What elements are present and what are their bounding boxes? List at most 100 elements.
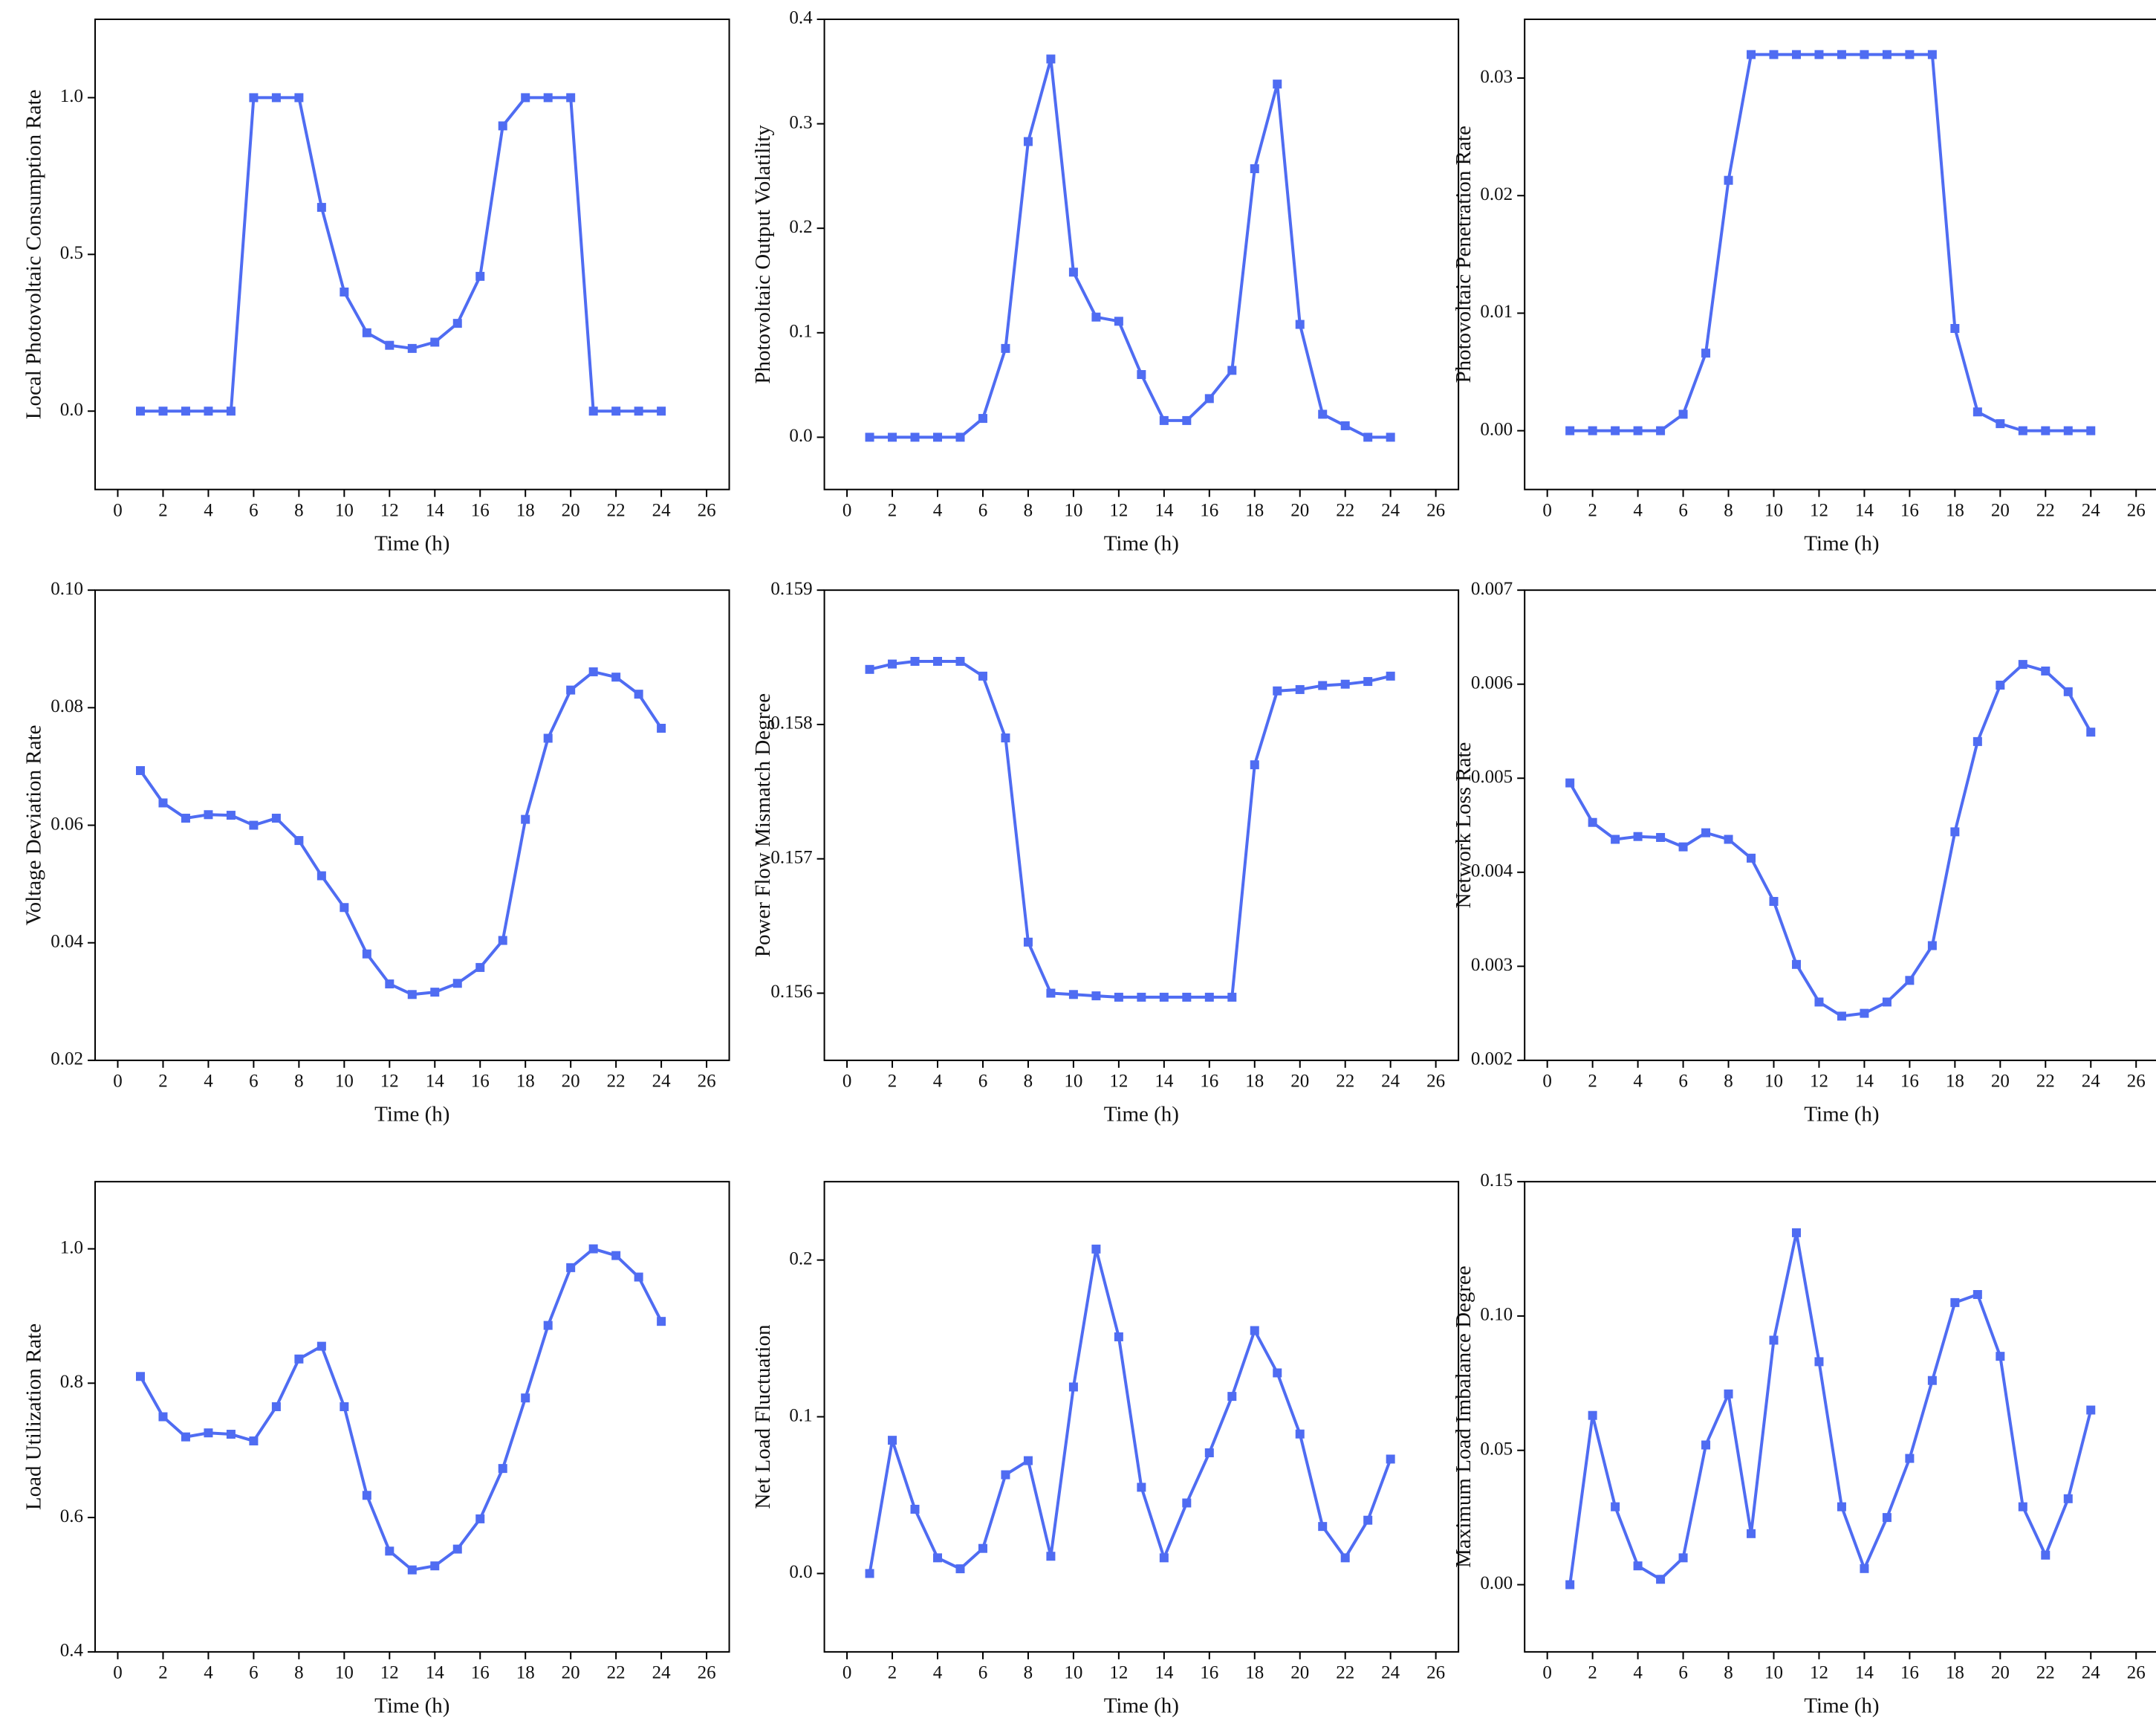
y-tick-label: 0.0 bbox=[789, 426, 812, 446]
data-marker bbox=[1295, 1429, 1305, 1439]
x-tick-label: 22 bbox=[607, 1663, 626, 1683]
data-marker bbox=[158, 798, 168, 808]
y-tick-label: 0.0 bbox=[789, 1562, 812, 1582]
data-marker bbox=[1905, 50, 1915, 59]
data-marker bbox=[498, 1464, 507, 1474]
y-tick-label: 0.158 bbox=[770, 713, 812, 733]
data-marker bbox=[1046, 988, 1056, 998]
y-tick-label: 0.04 bbox=[51, 931, 83, 951]
x-tick-label: 10 bbox=[335, 1072, 354, 1092]
data-marker bbox=[543, 733, 553, 743]
data-marker bbox=[543, 93, 553, 103]
x-tick-label: 8 bbox=[294, 1663, 304, 1683]
data-marker bbox=[1724, 835, 1733, 844]
x-tick-label: 6 bbox=[978, 1663, 988, 1683]
data-marker bbox=[1882, 1513, 1892, 1523]
x-tick-label: 0 bbox=[1542, 1072, 1552, 1092]
x-tick-label: 8 bbox=[1724, 1663, 1733, 1683]
data-marker bbox=[1860, 1564, 1869, 1573]
x-tick-label: 14 bbox=[426, 1072, 445, 1092]
data-marker bbox=[566, 685, 576, 695]
x-tick-label: 0 bbox=[842, 1663, 852, 1683]
data-marker bbox=[1318, 681, 1328, 690]
y-tick-label: 0.10 bbox=[1480, 1305, 1513, 1325]
data-marker bbox=[1656, 832, 1666, 842]
y-tick-label: 0.0 bbox=[60, 400, 83, 420]
data-marker bbox=[1114, 992, 1123, 1002]
data-marker bbox=[1769, 50, 1779, 59]
x-tick-label: 0 bbox=[113, 500, 123, 520]
data-marker bbox=[1091, 312, 1101, 322]
data-marker bbox=[1927, 50, 1937, 59]
y-tick-label: 1.0 bbox=[60, 1237, 83, 1257]
x-tick-label: 0 bbox=[842, 500, 852, 520]
data-marker bbox=[407, 1565, 417, 1575]
data-marker bbox=[888, 1436, 897, 1445]
data-marker bbox=[1386, 432, 1395, 442]
x-tick-label: 20 bbox=[562, 1072, 580, 1092]
data-line bbox=[140, 96, 662, 413]
x-tick-label: 2 bbox=[158, 1663, 168, 1683]
data-marker bbox=[1273, 80, 1282, 89]
x-tick-label: 24 bbox=[652, 1663, 672, 1683]
data-marker bbox=[1678, 409, 1688, 419]
x-tick-label: 16 bbox=[1900, 1072, 1919, 1092]
data-marker bbox=[1340, 421, 1350, 430]
y-tick-label: 0.157 bbox=[770, 847, 812, 867]
data-marker bbox=[1204, 1448, 1214, 1458]
x-axis-label: Time (h) bbox=[1804, 1103, 1879, 1127]
data-marker bbox=[1001, 343, 1010, 353]
data-marker bbox=[2041, 1550, 2051, 1560]
data-marker bbox=[430, 988, 440, 997]
data-marker bbox=[566, 93, 576, 103]
data-marker bbox=[1182, 1498, 1192, 1508]
x-tick-label: 20 bbox=[1290, 1072, 1309, 1092]
data-line bbox=[869, 659, 1392, 999]
data-marker bbox=[204, 810, 213, 820]
x-tick-label: 12 bbox=[380, 500, 399, 520]
data-marker bbox=[910, 656, 920, 666]
data-marker bbox=[1633, 1561, 1643, 1571]
x-tick-label: 24 bbox=[1381, 500, 1400, 520]
x-tick-label: 16 bbox=[471, 1663, 490, 1683]
data-marker bbox=[910, 432, 920, 442]
x-tick-label: 4 bbox=[1633, 1072, 1643, 1092]
x-tick-label: 26 bbox=[698, 1663, 716, 1683]
data-marker bbox=[158, 406, 168, 416]
data-marker bbox=[1656, 426, 1666, 435]
data-marker bbox=[1227, 366, 1237, 375]
x-tick-label: 26 bbox=[698, 500, 716, 520]
data-marker bbox=[1204, 992, 1214, 1002]
data-marker bbox=[135, 1372, 145, 1381]
data-marker bbox=[1227, 1392, 1237, 1402]
data-marker bbox=[1905, 1454, 1915, 1463]
x-axis-label: Time (h) bbox=[1104, 1694, 1179, 1718]
data-marker bbox=[1860, 1008, 1869, 1018]
x-axis-label: Time (h) bbox=[374, 1103, 449, 1127]
data-marker bbox=[1996, 419, 2005, 429]
x-tick-label: 26 bbox=[698, 1072, 716, 1092]
x-tick-label: 14 bbox=[1855, 1663, 1874, 1683]
x-tick-label: 16 bbox=[1200, 1663, 1218, 1683]
y-tick-label: 0.156 bbox=[770, 982, 812, 1002]
data-marker bbox=[1633, 426, 1643, 435]
data-marker bbox=[1701, 349, 1711, 358]
y-tick-label: 0.1 bbox=[789, 322, 812, 342]
data-marker bbox=[1747, 50, 1756, 59]
x-tick-label: 10 bbox=[1064, 1663, 1082, 1683]
y-tick-label: 0.2 bbox=[789, 1248, 812, 1268]
x-tick-label: 26 bbox=[1426, 1072, 1445, 1092]
data-marker bbox=[249, 820, 259, 830]
data-marker bbox=[1023, 137, 1033, 146]
data-marker bbox=[1182, 992, 1192, 1002]
x-tick-label: 8 bbox=[1724, 1072, 1733, 1092]
x-tick-label: 16 bbox=[471, 500, 490, 520]
data-marker bbox=[226, 811, 236, 820]
x-tick-label: 20 bbox=[562, 1663, 580, 1683]
y-tick-label: 0.03 bbox=[1480, 67, 1513, 87]
data-marker bbox=[1137, 370, 1146, 380]
data-marker bbox=[2018, 1502, 2027, 1511]
data-marker bbox=[1114, 317, 1123, 326]
data-marker bbox=[2086, 728, 2096, 737]
x-tick-label: 0 bbox=[113, 1663, 123, 1683]
